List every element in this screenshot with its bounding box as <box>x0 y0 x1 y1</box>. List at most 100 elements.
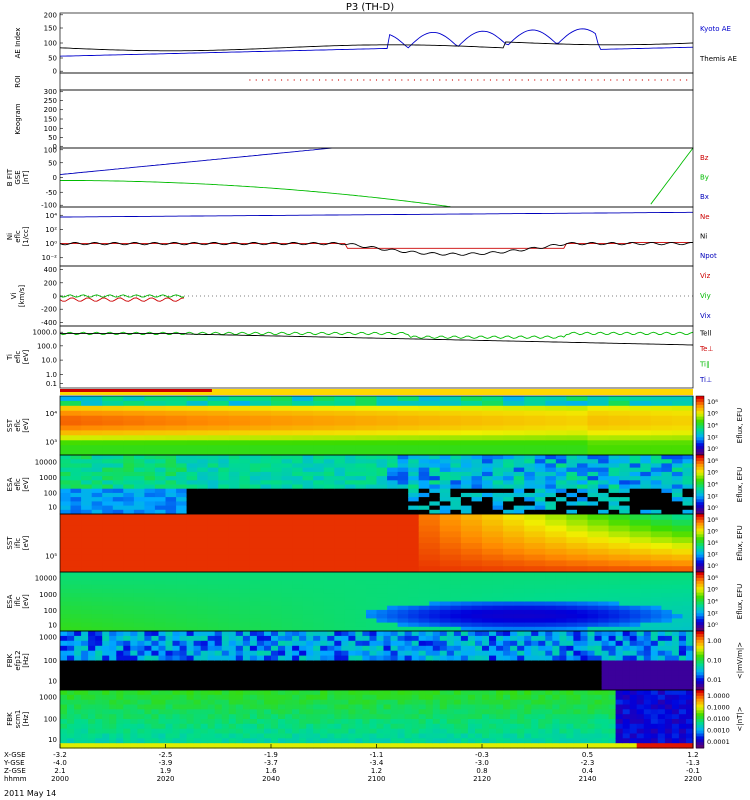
roi-dot <box>641 79 643 81</box>
heat-cell <box>341 699 349 706</box>
heat-cell <box>112 488 124 494</box>
heat-cell <box>151 709 159 715</box>
heat-cell <box>439 531 462 538</box>
heat-cell <box>418 450 441 456</box>
heat-cell <box>249 476 262 481</box>
heat-cell <box>566 554 589 561</box>
heat-cell <box>671 704 680 710</box>
heat-cell <box>116 709 124 715</box>
heat-cell <box>629 738 638 744</box>
heat-cell <box>489 714 497 720</box>
heat-cell <box>355 622 367 628</box>
heat-cell <box>285 631 293 637</box>
heat-cell <box>130 694 138 701</box>
heat-cell <box>601 645 610 652</box>
heat-cell <box>545 463 557 469</box>
heat-cell <box>81 415 103 422</box>
heat-cell <box>594 631 603 637</box>
heat-cell <box>608 548 631 556</box>
colorbar-label: 10⁶ <box>707 410 718 418</box>
heat-cell <box>228 699 237 706</box>
heat-cell <box>640 572 652 577</box>
heat-cell <box>643 690 652 696</box>
heat-cell <box>313 531 335 538</box>
heat-cell <box>608 584 620 590</box>
heat-cell <box>172 709 181 715</box>
heat-cell <box>397 501 409 507</box>
colorbar-cell <box>696 648 704 653</box>
heat-cell <box>622 719 631 725</box>
heat-cell <box>355 576 367 581</box>
heat-cell <box>608 675 617 681</box>
axis-row-value: 2000 <box>51 775 69 783</box>
heat-cell <box>281 463 293 469</box>
heat-cell <box>91 488 103 494</box>
heat-cell <box>271 685 279 691</box>
heat-cell <box>341 680 349 686</box>
heat-cell <box>524 501 536 507</box>
heat-cell <box>566 543 589 550</box>
heat-cell <box>555 614 568 619</box>
heat-cell <box>334 650 342 657</box>
heat-cell <box>397 605 409 611</box>
tick-label: -200 <box>41 306 57 314</box>
heat-cell <box>552 709 560 715</box>
heat-cell <box>404 728 413 735</box>
heat-cell <box>278 743 286 749</box>
heat-cell <box>271 467 283 473</box>
heat-cell <box>249 480 262 486</box>
heat-cell <box>193 733 202 739</box>
heat-cell <box>271 440 293 446</box>
heat-cell <box>545 631 553 637</box>
heat-cell <box>320 723 328 730</box>
heat-cell <box>67 631 75 637</box>
heat-cell <box>566 480 578 486</box>
heat-cell <box>249 548 272 556</box>
heat-cell <box>207 675 216 681</box>
heat-cell <box>144 728 152 735</box>
heat-cell <box>450 497 462 502</box>
heat-cell <box>418 410 441 417</box>
heat-cell <box>411 655 420 662</box>
heat-cell <box>640 584 652 590</box>
heat-cell <box>524 476 536 481</box>
heat-cell <box>228 430 251 436</box>
heat-cell <box>228 463 240 469</box>
heat-cell <box>70 601 82 607</box>
heat-cell <box>144 675 152 681</box>
heat-cell <box>271 450 293 456</box>
heat-cell <box>577 622 589 628</box>
heat-cell <box>566 614 578 619</box>
heat-cell <box>323 622 335 628</box>
heat-cell <box>397 430 420 436</box>
heat-cell <box>608 685 617 691</box>
heat-cell <box>538 665 546 671</box>
heat-cell <box>510 738 518 744</box>
heat-cell <box>355 719 363 725</box>
heat-cell <box>186 560 209 567</box>
heat-cell <box>453 733 462 739</box>
heat-cell <box>81 635 89 642</box>
heat-cell <box>154 618 167 624</box>
heat-cell <box>538 709 546 715</box>
heat-cell <box>608 699 617 706</box>
heat-cell <box>534 605 546 611</box>
heat-cell <box>130 640 138 647</box>
heat-cell <box>524 560 546 567</box>
heat-cell <box>450 605 462 611</box>
heat-cell <box>418 531 441 538</box>
heat-cell <box>467 660 476 666</box>
heat-cell <box>482 519 504 527</box>
heat-cell <box>411 680 420 686</box>
heat-cell <box>355 537 378 544</box>
tick-label: 0 <box>53 293 57 301</box>
heat-cell <box>60 514 82 521</box>
heat-cell <box>446 743 455 749</box>
heat-cell <box>165 694 174 701</box>
heat-cell <box>207 680 216 686</box>
heat-cell <box>657 709 666 715</box>
heat-cell <box>471 488 483 494</box>
heat-cell <box>355 685 363 691</box>
heat-cell <box>678 670 687 676</box>
